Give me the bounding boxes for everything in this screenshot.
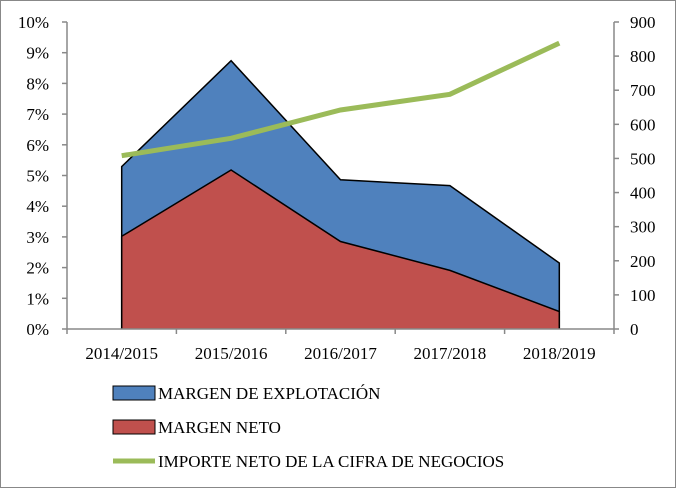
right-tick-label: 500 (630, 149, 656, 168)
left-tick-label: 9% (26, 44, 49, 63)
right-tick-label: 200 (630, 252, 656, 271)
x-tick-label: 2017/2018 (414, 344, 487, 363)
left-tick-label: 3% (26, 228, 49, 247)
x-tick-label: 2015/2016 (195, 344, 268, 363)
area-outline (120, 59, 561, 329)
area-margen-neto (121, 169, 560, 329)
right-tick-label: 600 (630, 115, 656, 134)
line-importe-neto (121, 40, 561, 159)
legend-label: MARGEN NETO (158, 418, 281, 437)
left-tick-label: 8% (26, 74, 49, 93)
left-tick-label: 2% (26, 259, 49, 278)
right-tick-label: 700 (630, 81, 656, 100)
left-tick-label: 5% (26, 167, 49, 186)
right-tick-label: 800 (630, 47, 656, 66)
left-tick-label: 7% (26, 105, 49, 124)
left-tick-label: 4% (26, 197, 49, 216)
left-tick-label: 6% (26, 136, 49, 155)
x-tick-label: 2014/2015 (85, 344, 158, 363)
right-tick-label: 900 (630, 13, 656, 32)
area-outline (120, 169, 561, 329)
right-tick-label: 400 (630, 184, 656, 203)
right-tick-label: 300 (630, 218, 656, 237)
x-tick-label: 2016/2017 (304, 344, 377, 363)
legend-swatch (112, 419, 156, 435)
legend-swatch (112, 385, 156, 401)
left-tick-label: 0% (26, 320, 49, 339)
left-tick-label: 10% (18, 13, 49, 32)
x-tick-label: 2018/2019 (523, 344, 596, 363)
right-tick-label: 100 (630, 286, 656, 305)
legend-label: MARGEN DE EXPLOTACIÓN (158, 384, 380, 403)
right-tick-label: 0 (630, 320, 639, 339)
left-tick-label: 1% (26, 289, 49, 308)
legend-label: IMPORTE NETO DE LA CIFRA DE NEGOCIOS (158, 452, 504, 471)
